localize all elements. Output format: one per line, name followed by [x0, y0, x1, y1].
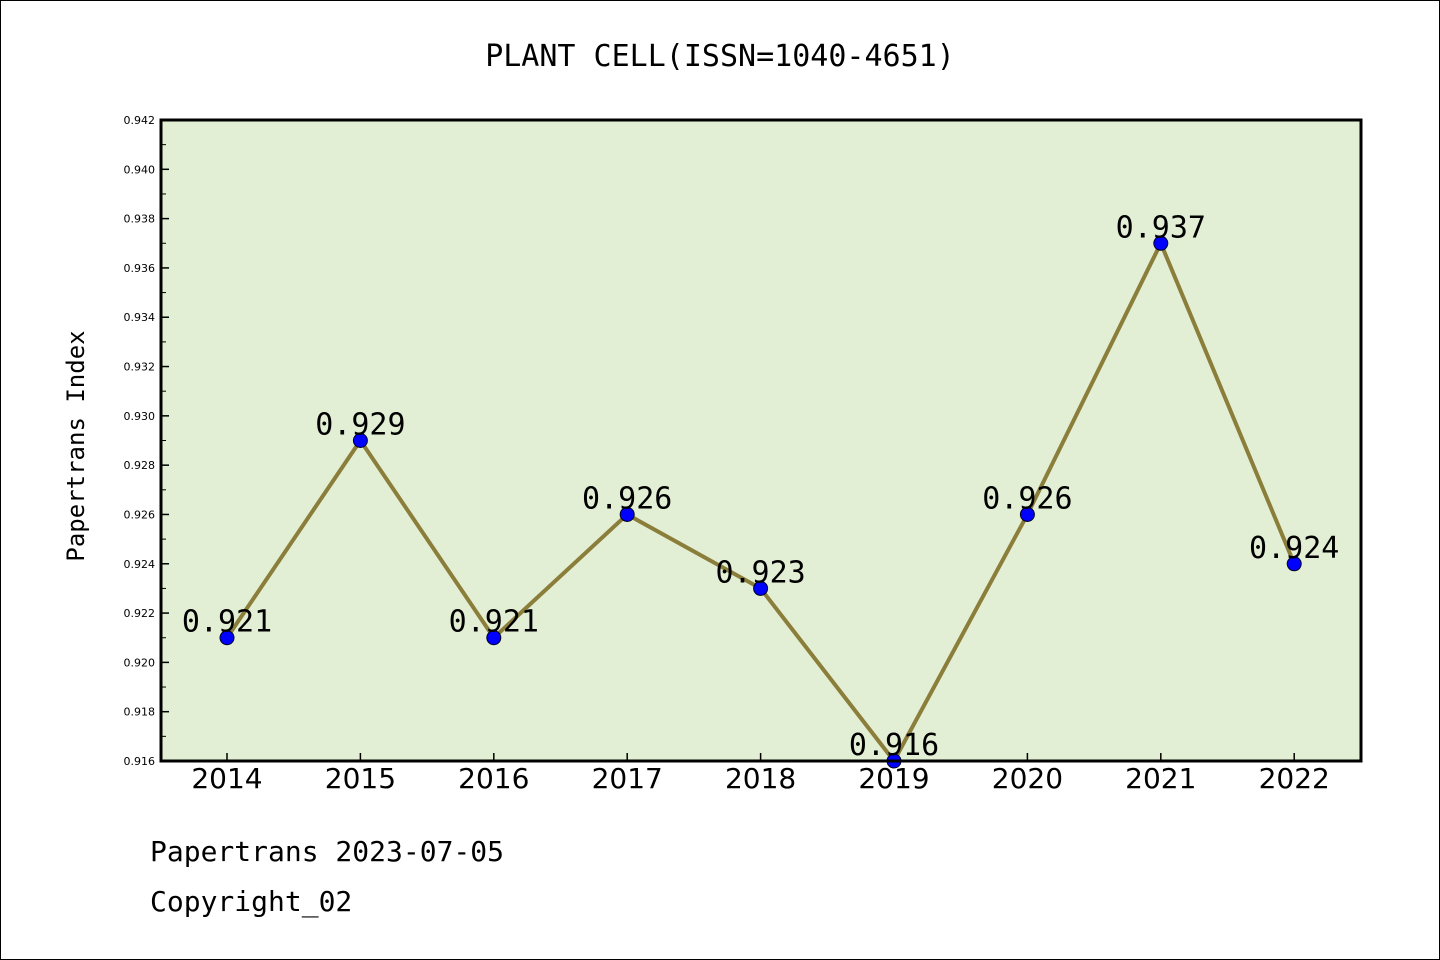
y-tick-label: 0.932 — [124, 361, 156, 374]
y-tick-label: 0.936 — [124, 262, 156, 275]
y-axis-ticks: 0.916 0.918 0.920 0.922 0.924 0.926 0.928 0.930… — [124, 114, 169, 768]
data-point — [219, 630, 235, 646]
plot-border — [159, 118, 1363, 763]
data-point — [1286, 556, 1302, 572]
data-point — [619, 506, 635, 522]
data-point — [352, 433, 368, 448]
x-tick-label: 2022 — [1259, 762, 1330, 795]
y-tick-label: 0.934 — [124, 311, 156, 324]
x-tick-label: 2021 — [1125, 762, 1196, 795]
x-tick-label: 2020 — [992, 762, 1063, 795]
data-label: 0.924 — [1249, 531, 1339, 566]
x-axis-ticks: 2014 2015 2016 2017 2018 2019 2020 2021 2022 — [191, 753, 1330, 795]
data-label: 0.926 — [582, 481, 672, 516]
x-tick-label: 2016 — [458, 762, 529, 795]
data-label: 0.926 — [982, 481, 1072, 516]
y-tick-label: 0.924 — [124, 558, 156, 571]
y-axis-label: Papertrans Index — [62, 330, 90, 561]
data-label: 0.923 — [715, 555, 805, 590]
data-point — [486, 630, 502, 646]
y-tick-label: 0.928 — [124, 459, 156, 472]
footer-copyright: Copyright_02 — [150, 885, 353, 918]
y-tick-label: 0.920 — [124, 656, 156, 669]
data-point — [1019, 506, 1035, 522]
y-tick-label: 0.918 — [124, 706, 156, 719]
data-label: 0.929 — [315, 408, 405, 443]
y-tick-label: 0.938 — [124, 213, 156, 226]
y-tick-label: 0.916 — [124, 755, 156, 768]
data-point — [1153, 235, 1169, 251]
data-label: 0.921 — [449, 605, 539, 640]
chart-title: PLANT CELL(ISSN=1040-4651) — [485, 39, 955, 74]
data-label: 0.921 — [182, 605, 272, 640]
data-label: 0.916 — [849, 728, 939, 763]
footer-date: Papertrans 2023-07-05 — [150, 835, 505, 868]
data-labels: 0.921 0.929 0.921 0.926 0.923 0.916 0.926 0.937… — [182, 210, 1340, 763]
y-tick-label: 0.926 — [124, 508, 156, 521]
data-label: 0.937 — [1116, 210, 1206, 245]
y-tick-label: 0.930 — [124, 410, 156, 423]
y-tick-label: 0.940 — [124, 163, 156, 176]
x-tick-label: 2017 — [592, 762, 663, 795]
x-tick-label: 2018 — [725, 762, 796, 795]
y-tick-label: 0.942 — [124, 114, 156, 127]
data-point — [753, 580, 769, 596]
x-tick-label: 2015 — [325, 762, 396, 795]
series-markers — [219, 235, 1302, 769]
y-tick-label: 0.922 — [124, 607, 156, 620]
x-tick-label: 2014 — [191, 762, 262, 795]
